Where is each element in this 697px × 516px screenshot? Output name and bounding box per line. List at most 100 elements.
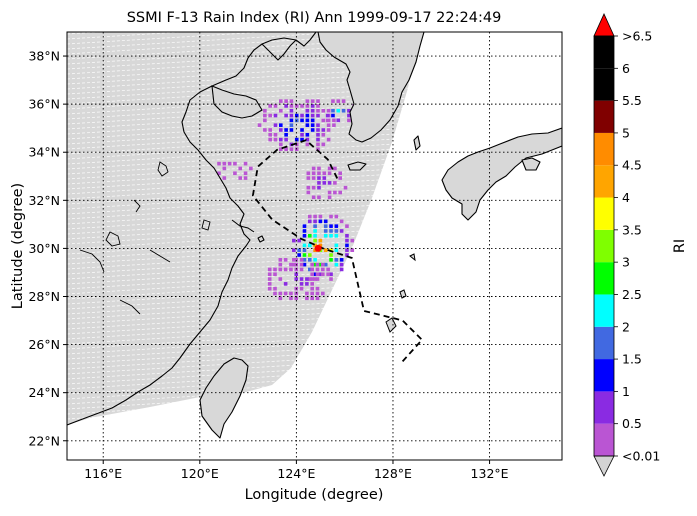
y-tick-label: 34°N [28,145,60,160]
colorbar-segment [594,359,614,392]
rain-pixel [333,181,337,185]
rain-pixel [294,272,299,277]
rain-pixel [273,272,277,277]
rain-pixel [243,176,248,180]
rain-pixel [318,272,323,277]
rain-pixel [329,277,333,281]
x-axis-label: Longitude (degree) [245,487,384,503]
x-tick-label: 128°E [374,466,412,481]
colorbar-tick-label: 3.5 [622,222,642,237]
gridlines [67,32,562,460]
rain-pixel [322,176,327,180]
rain-pixel [306,190,311,195]
rain-pixel [305,118,310,123]
storm-track [251,139,424,363]
rain-pixel [329,214,333,219]
rain-pixel [331,108,335,113]
rain-pixel [273,291,277,296]
rain-pixel [284,128,288,132]
rain-pixel [268,137,272,142]
colorbar-tick-label: 0.5 [622,416,642,431]
rain-pixel [249,166,253,171]
rain-pixel [273,123,278,127]
rain-pixel [300,132,304,137]
rain-pixel [310,277,314,281]
rain-pixel [321,291,325,296]
x-tick-label: 124°E [277,466,315,481]
rain-pixel [283,258,288,262]
rain-pixel [263,128,267,132]
rain-pixel [325,118,330,123]
rain-pixel [347,113,351,118]
colorbar-tick-label: 5 [622,125,630,140]
rain-pixel [313,277,317,281]
rain-pixel [299,282,304,286]
rain-pixel [317,195,321,200]
colorbar-segment [594,262,614,295]
rain-pixel [326,128,331,132]
rain-pixel [305,132,310,137]
rain-pixel [289,147,294,152]
rain-pixel [273,104,278,108]
rain-pixel [310,282,314,286]
colorbar-tick-label: <0.01 [622,449,660,464]
rain-pixel [278,262,283,267]
x-tick-label: 132°E [471,466,509,481]
rain-pixel [267,277,272,281]
rain-pixel [310,272,314,277]
rain-pixel [343,185,348,190]
rain-pixel [316,99,320,103]
rain-pixel [310,118,315,123]
rain-pixel [311,171,316,176]
rain-pixel [307,253,312,257]
rain-pixel [233,171,237,176]
shandong-peninsula [211,85,263,119]
rain-pixel [333,190,337,195]
rain-pixel [289,99,294,103]
rain-pixel [305,123,310,127]
rain-pixel [279,142,283,147]
rain-pixel [305,282,309,286]
rain-pixel [289,128,294,132]
rain-pixel [311,176,316,180]
rain-pixel [289,108,294,113]
rain-pixel [294,258,299,262]
rain-pixel [316,132,320,137]
rain-pixel [279,123,283,127]
rain-pixel [267,272,272,277]
colorbar-tick-label: 4.5 [622,158,642,173]
rain-pixel [323,262,328,267]
rain-pixel [273,132,278,137]
rain-pixel [316,113,320,118]
rain-pixel [333,166,337,171]
rain-pixel [307,267,312,272]
rain-pixel [313,219,317,224]
rain-pixel [300,113,304,118]
chart-title: SSMI F-13 Rain Index (RI) Ann 1999-09-17… [127,10,502,26]
colorbar-tick-label: 4 [622,190,630,205]
colorbar: <0.01 0.5 1 1.5 2 2.5 3 3.5 4 4.5 5 5.5 6 >6.5 [593,13,660,477]
rain-pixel [326,123,331,127]
y-tick-label: 28°N [28,289,60,304]
rain-pixel [278,296,283,301]
rain-pixel [292,238,296,243]
rain-pixel [299,277,304,281]
y-tick-label: 36°N [28,97,60,112]
storm-center-marker [314,244,322,252]
rain-pixel [289,104,294,108]
rain-pixel [297,253,301,257]
rain-pixel [339,258,344,262]
colorbar-tick-label: 6 [622,61,630,76]
rain-pixel [222,166,227,171]
rain-pixel [316,104,320,108]
rain-pixel [345,224,349,228]
rain-pixel [273,137,278,142]
rain-pixel [294,104,299,108]
rain-pixel [273,113,278,118]
rain-pixel [297,248,301,253]
rain-pixel [302,262,307,267]
rain-pixel [305,291,309,296]
colorbar-segment [594,326,614,360]
taiwan-island [199,357,249,439]
rain-pixel [321,262,325,267]
